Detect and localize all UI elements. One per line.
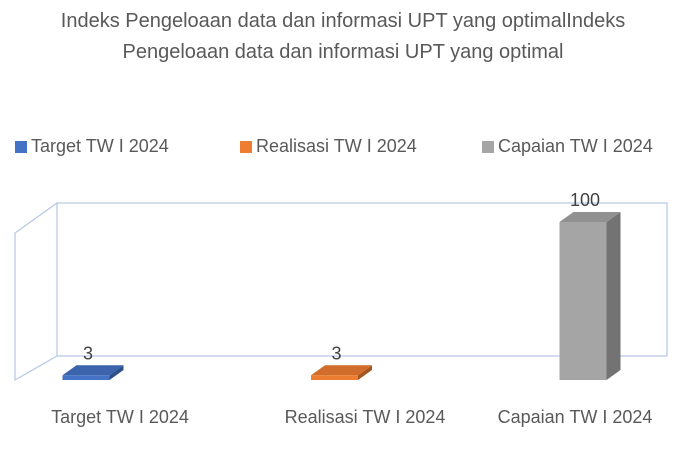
bar-top-shade bbox=[62, 365, 124, 376]
legend-label: Target TW I 2024 bbox=[31, 136, 169, 156]
bar-side-shade bbox=[109, 365, 124, 380]
bar-top-shade bbox=[311, 365, 372, 376]
legend-label: Capaian TW I 2024 bbox=[498, 136, 653, 156]
plot-walls bbox=[14, 202, 668, 382]
legend-item: Realisasi TW I 2024 bbox=[240, 134, 417, 158]
bar-front bbox=[62, 375, 110, 380]
bar-front bbox=[311, 375, 358, 380]
bar-top-shade bbox=[559, 212, 621, 222]
bar-side bbox=[109, 365, 124, 380]
chart-title: Indeks Pengeloaan data dan informasi UPT… bbox=[60, 10, 626, 63]
x-tick-label: Realisasi TW I 2024 bbox=[284, 407, 446, 427]
bar-side-shade bbox=[358, 365, 372, 380]
bar bbox=[62, 365, 124, 380]
bar-side bbox=[606, 212, 621, 380]
x-tick-label: Capaian TW I 2024 bbox=[497, 407, 653, 427]
bar-side bbox=[358, 365, 372, 380]
back-wall bbox=[56, 202, 668, 357]
bar-side-shade bbox=[606, 212, 621, 380]
legend-swatch bbox=[240, 141, 252, 153]
data-label: 3 bbox=[83, 343, 93, 363]
bar-top bbox=[311, 365, 372, 376]
legend-item: Capaian TW I 2024 bbox=[482, 134, 653, 158]
legend-label: Realisasi TW I 2024 bbox=[256, 136, 417, 156]
bar-top bbox=[62, 365, 124, 376]
legend-swatch bbox=[482, 141, 494, 153]
bar-top bbox=[559, 212, 621, 222]
data-label: 100 bbox=[570, 190, 600, 210]
bar-front bbox=[559, 222, 607, 380]
side-wall bbox=[14, 202, 58, 382]
bar bbox=[559, 212, 621, 380]
data-label: 3 bbox=[331, 343, 341, 363]
legend-swatch bbox=[15, 141, 27, 153]
x-tick-label: Target TW I 2024 bbox=[51, 407, 189, 427]
bar bbox=[311, 365, 372, 380]
legend-item: Target TW I 2024 bbox=[15, 134, 169, 158]
